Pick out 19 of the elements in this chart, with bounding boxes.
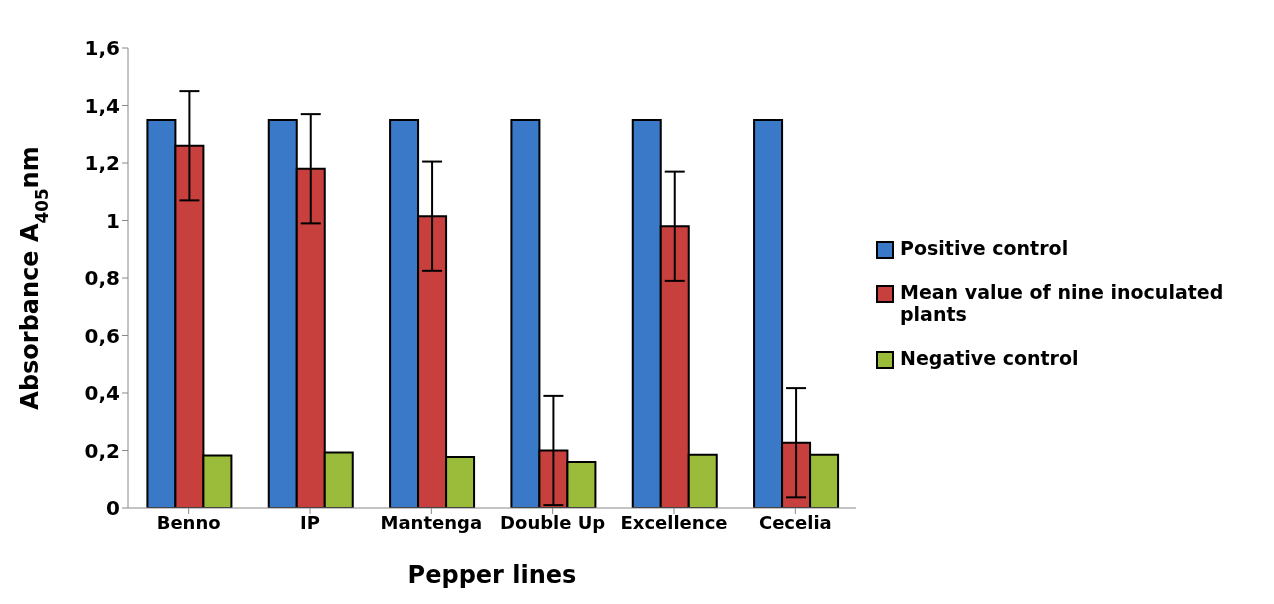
x-tick-label: Benno: [156, 511, 221, 533]
legend-label: Negative control: [900, 347, 1079, 369]
y-tick-label: 1,6: [84, 36, 120, 61]
y-tick-label: 0: [106, 496, 120, 521]
y-tick-label: 0,8: [84, 266, 120, 291]
legend-label: Mean value of nine inoculated plants: [900, 281, 1225, 325]
y-tick-label: 1,4: [84, 93, 120, 118]
x-tick-label: IP: [300, 511, 320, 533]
x-tick-label: Mantenga: [380, 511, 483, 533]
y-tick-label: 0,4: [84, 381, 120, 406]
y-tick-label: 0,2: [84, 438, 120, 463]
x-tick-label: Double Up: [500, 511, 606, 533]
x-tick-label: Cecelia: [758, 511, 832, 533]
x-tick-label: Excellence: [620, 511, 728, 533]
y-tick-label: 1,2: [84, 151, 120, 176]
legend-label: Positive control: [900, 237, 1069, 259]
y-tick-label: 0,6: [84, 323, 120, 348]
x-axis-title: Pepper lines: [407, 561, 577, 589]
y-tick-label: 1: [106, 208, 120, 233]
